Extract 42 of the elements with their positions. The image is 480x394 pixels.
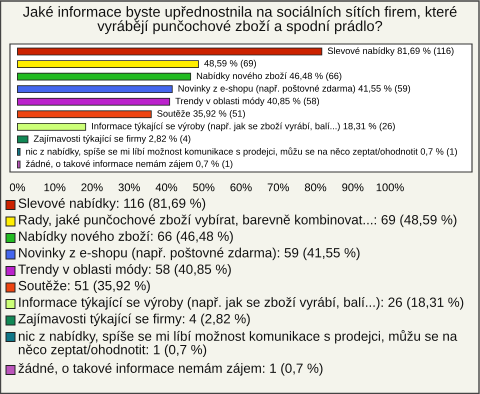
bar xyxy=(17,60,199,68)
x-tick-label: 50% xyxy=(193,183,214,192)
text: Zajímavosti týkající se firmy: 4 (2,82 %) xyxy=(18,314,250,326)
bar xyxy=(17,48,322,56)
bar xyxy=(17,110,152,118)
text: nic z nabídky, spíše se mi líbí možnost komunikace s prodejci, můžu se na něco zeptat/ohodnotit: 1 (0,7 %) xyxy=(18,330,458,357)
data-label: žádné, o takové informace nemám zájem 0,7 % (1) xyxy=(26,160,232,169)
text: Rady, jaké punčochové zboží vybírat, barevně kombinovat...: 69 (48,59 %) xyxy=(19,214,456,228)
chart-title: Jaké informace byste upřednostnila na sociálních sítích firem, které vyrábějí punčochové zboží a spodní prádlo? xyxy=(23,6,457,34)
text: Informace týkající se výroby (např. jak se zboží vyrábí, balí...): 26 (18,31 %) xyxy=(19,297,464,310)
text: Trendy v oblasti módy: 58 (40,85 %) xyxy=(18,264,231,277)
x-tick-label: 100% xyxy=(376,183,404,192)
bar xyxy=(17,122,86,131)
bar xyxy=(17,85,173,94)
x-tick-label: 10% xyxy=(44,183,66,192)
data-label: Zajímavosti týkající se firmy 2,82 % (4) xyxy=(34,135,190,144)
data-label: Novinky z e-shopu (např. poštovné zdarma) 41,55 % (59) xyxy=(178,84,410,94)
bar xyxy=(17,98,170,106)
x-tick-label: 90% xyxy=(342,183,364,192)
data-label: Slevové nabídky 81,69 % (116) xyxy=(328,47,454,56)
data-label: 48,59 % (69) xyxy=(204,60,256,68)
x-tick-label: 0% xyxy=(10,183,26,192)
x-tick-label: 30% xyxy=(118,183,140,192)
data-label: Soutěže 35,92 % (51) xyxy=(157,110,245,119)
data-label: Nabídky nového zboží 46,48 % (66) xyxy=(196,72,342,81)
bar xyxy=(17,136,28,144)
bar xyxy=(17,148,20,156)
data-label: Informace týkající se výroby (např. jak se zboží vyrábí, balí...) 18,31 % (26) xyxy=(92,122,395,132)
x-tick-label: 70% xyxy=(268,183,289,192)
x-tick-label: 60% xyxy=(230,183,252,192)
data-label: Trendy v oblasti módy 40,85 % (58) xyxy=(175,97,319,106)
data-label: nic z nabídky, spíše se mi líbí možnost komunikace s prodejci, můžu se na něco zeptat/ohodnotit 0,7 % (1) xyxy=(26,147,457,157)
x-tick-label: 40% xyxy=(156,183,178,192)
text: Novinky z e-shopu (např. poštovné zdarma): 59 (41,55 %) xyxy=(19,248,360,260)
x-tick-label: 20% xyxy=(81,183,103,192)
bar xyxy=(17,72,192,80)
text: Soutěže: 51 (35,92 %) xyxy=(18,280,150,293)
bar xyxy=(17,160,20,168)
text: žádné, o takové informace nemám zájem: 1 (0,7 %) xyxy=(18,363,322,376)
text: Nabídky nového zboží: 66 (46,48 %) xyxy=(19,231,233,244)
text: Slevové nabídky: 116 (81,69 %) xyxy=(18,198,206,211)
x-tick-label: 80% xyxy=(304,183,326,192)
